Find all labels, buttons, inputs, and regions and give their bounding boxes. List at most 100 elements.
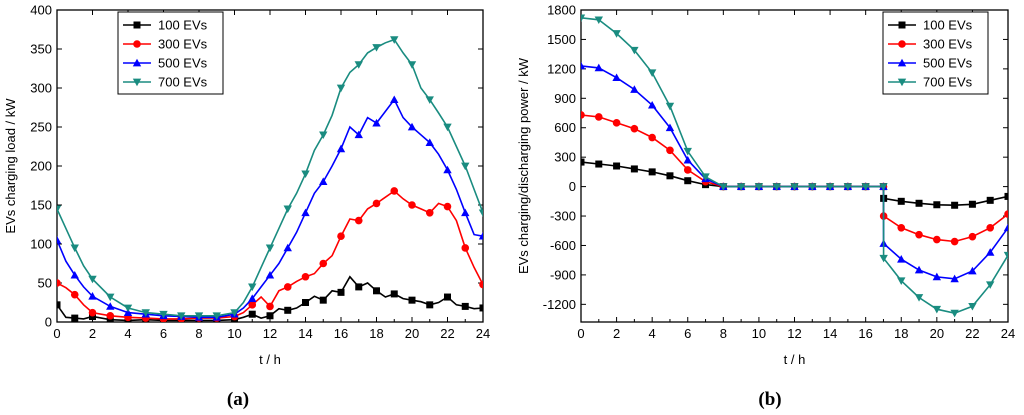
data-point [408,201,416,209]
series-700-evs [581,14,1008,318]
legend-marker [898,21,906,29]
data-point [443,165,452,174]
data-point [71,314,79,322]
data-point [915,199,923,207]
data-point [283,205,292,214]
data-point [647,69,657,77]
x-tick-label: 24 [1001,326,1015,341]
data-point [390,95,399,104]
data-point [612,119,621,127]
data-point [986,224,995,232]
data-point [301,170,310,178]
data-point [683,147,692,156]
y-tick-label: 350 [30,42,52,57]
data-point [897,224,906,232]
data-point [478,209,483,217]
data-point [630,124,639,133]
legend-label: 500 EVs [923,56,973,71]
data-point [630,46,639,55]
data-point [647,100,657,109]
data-point [319,296,327,304]
data-point [648,133,656,142]
data-point [301,272,310,281]
data-point [283,283,292,291]
x-tick-label: 10 [752,326,766,341]
data-point [372,44,381,52]
data-point [825,183,835,191]
x-tick-label: 22 [440,326,454,341]
x-tick-label: 20 [405,326,419,341]
data-point [390,36,399,44]
data-point [612,30,621,38]
x-tick-label: 24 [476,326,490,341]
legend-marker [133,40,141,48]
data-point [933,201,941,209]
data-point [443,202,452,211]
data-point [106,293,115,302]
data-point [612,73,621,82]
data-point [425,96,434,104]
data-point [354,216,363,225]
data-point [968,266,977,275]
data-point [879,183,888,191]
data-point [57,301,61,309]
data-point [106,302,115,310]
y-axis-title: EVs charging load / kW [3,98,18,234]
data-point [319,177,328,185]
data-point [443,123,452,132]
chart-panel-a: 0 2 4 6 8 10 12 14 16 18 20 22 240501001502002503003… [3,3,490,411]
data-point [106,311,115,320]
legend-label: 700 EVs [158,75,208,90]
data-point [337,288,345,296]
x-tick-label: 20 [930,326,944,341]
data-point [461,244,470,252]
data-point [265,271,275,279]
data-point [408,296,416,304]
data-point [581,158,585,166]
x-tick-label: 18 [369,326,383,341]
x-tick-label: 2 [613,326,620,341]
y-tick-label: -600 [550,238,576,253]
data-point [177,312,186,320]
data-point [57,235,62,244]
data-point [212,312,221,320]
data-point [1003,223,1008,232]
data-point [684,177,692,185]
y-tick-label: 200 [30,159,52,174]
x-tick-label: 22 [965,326,979,341]
data-point [951,201,959,209]
data-point [950,237,959,246]
data-point [701,173,710,181]
data-point [319,259,328,268]
data-point [968,200,976,208]
data-point [950,309,959,318]
x-tick-label: 6 [684,326,691,341]
data-point [337,232,345,240]
data-point [914,265,924,274]
data-point [372,118,381,127]
data-point [425,209,434,217]
data-point [950,274,959,283]
data-point [302,299,309,306]
data-point [648,168,656,176]
data-point [284,306,292,314]
data-point [57,205,62,214]
x-tick-label: 0 [53,326,60,341]
data-point [594,16,603,25]
x-tick-label: 4 [124,326,131,341]
data-point [968,302,977,311]
y-tick-label: 100 [30,237,52,252]
data-point [444,293,451,301]
data-point [265,244,275,253]
data-point [461,162,470,171]
y-tick-label: 1200 [547,61,576,76]
data-point [630,85,639,93]
y-tick-label: 0 [569,179,576,194]
data-point [630,165,638,173]
data-point [301,208,310,217]
x-tick-label: 16 [334,326,348,341]
data-point [683,166,692,174]
series-line [581,65,1008,280]
data-point [666,172,674,180]
